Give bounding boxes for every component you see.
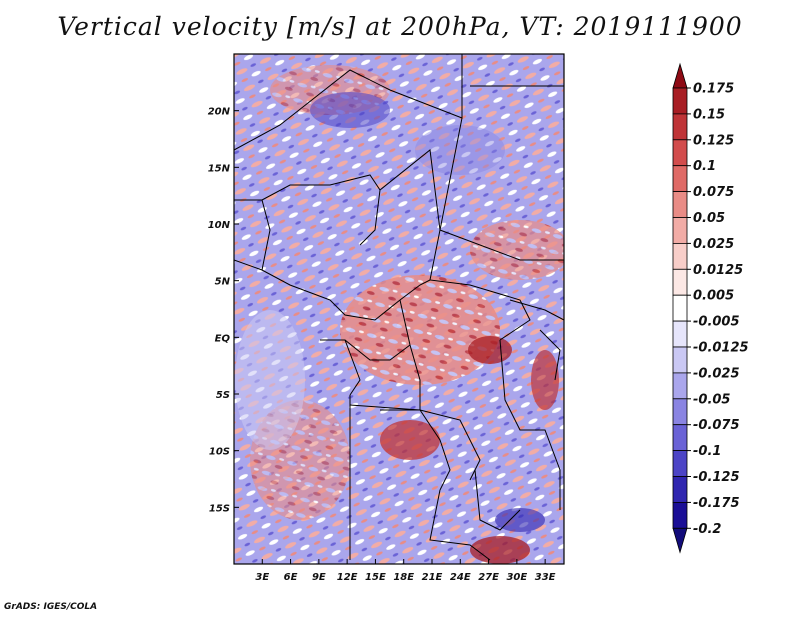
lon-tick-label: 27E — [478, 572, 499, 583]
chart-title: Vertical velocity [m/s] at 200hPa, VT: 2… — [57, 12, 743, 41]
lat-tick-label: 10N — [208, 220, 231, 231]
colorbar-label: -0.2 — [693, 522, 721, 537]
colorbar-label: 0.1 — [693, 159, 716, 174]
lat-tick-label: 5S — [216, 390, 230, 401]
credit-text: GrADS: IGES/COLA — [4, 602, 98, 612]
colorbar-label: -0.075 — [693, 418, 740, 433]
country-borders — [234, 54, 564, 561]
colorbar-label: 0.075 — [693, 185, 734, 200]
colorbar-bottom-arrow — [672, 527, 688, 554]
lon-tick-label: 3E — [255, 572, 269, 583]
map-panel — [234, 54, 564, 564]
lon-tick-label: 12E — [337, 572, 358, 583]
lon-tick-label: 30E — [506, 572, 527, 583]
lon-tick-label: 15E — [365, 572, 386, 583]
colorbar-swatch — [672, 320, 688, 348]
colorbar-label: -0.025 — [693, 366, 740, 381]
colorbar-label: -0.125 — [693, 470, 740, 485]
colorbar-swatch — [672, 346, 688, 374]
colorbar-swatch — [672, 372, 688, 400]
longitude-axis: 3E 6E 9E 12E 15E 18E 21E 24E 27E 30E 33E — [255, 559, 556, 583]
lat-tick-label: 10S — [209, 447, 230, 458]
colorbar-swatch — [672, 113, 688, 141]
colorbar-label: -0.05 — [693, 392, 730, 407]
colorbar-swatch — [672, 398, 688, 426]
colorbar-label: 0.0125 — [693, 263, 743, 278]
lat-tick-label: EQ — [215, 333, 231, 344]
lon-tick-label: 24E — [450, 572, 471, 583]
lon-tick-label: 33E — [535, 572, 556, 583]
lat-tick-label: 15N — [208, 163, 231, 174]
colorbar-label: 0.05 — [693, 211, 725, 226]
colorbar-swatch — [672, 191, 688, 218]
colorbar-swatch — [672, 424, 688, 452]
colorbar-label: 0.025 — [693, 237, 734, 252]
colorbar-swatch — [672, 242, 688, 270]
map-frame — [233, 53, 565, 565]
lon-tick-label: 9E — [312, 572, 326, 583]
lon-tick-label: 6E — [284, 572, 298, 583]
colorbar-top-arrow — [672, 62, 688, 89]
lat-tick-label: 20N — [208, 107, 231, 118]
colorbar-swatch — [672, 139, 688, 167]
lat-tick-label: 5N — [215, 277, 231, 288]
colorbar-label: -0.175 — [693, 496, 740, 511]
latitude-axis: 20N 15N 10N 5N EQ 5S 10S 15S — [208, 107, 239, 514]
colorbar-swatch — [672, 501, 688, 529]
lat-tick-label: 15S — [209, 503, 230, 514]
lon-tick-label: 21E — [422, 572, 443, 583]
colorbar: 0.175 0.15 0.125 0.1 0.075 0.05 0.025 0.0125 0.0… — [672, 62, 749, 554]
colorbar-swatch — [672, 268, 688, 296]
colorbar-swatch — [672, 165, 688, 192]
colorbar-swatch — [672, 450, 688, 477]
colorbar-label: -0.0125 — [693, 341, 749, 356]
colorbar-label: 0.005 — [693, 289, 734, 304]
colorbar-label: -0.005 — [693, 315, 740, 330]
colorbar-label: 0.125 — [693, 133, 734, 148]
colorbar-swatch — [672, 87, 688, 115]
colorbar-swatch — [672, 217, 688, 244]
colorbar-swatch — [672, 294, 688, 322]
colorbar-label: -0.1 — [693, 444, 721, 459]
colorbar-label: 0.175 — [693, 82, 734, 97]
lon-tick-label: 18E — [393, 572, 414, 583]
colorbar-label: 0.15 — [693, 107, 725, 122]
colorbar-swatch — [672, 476, 688, 503]
